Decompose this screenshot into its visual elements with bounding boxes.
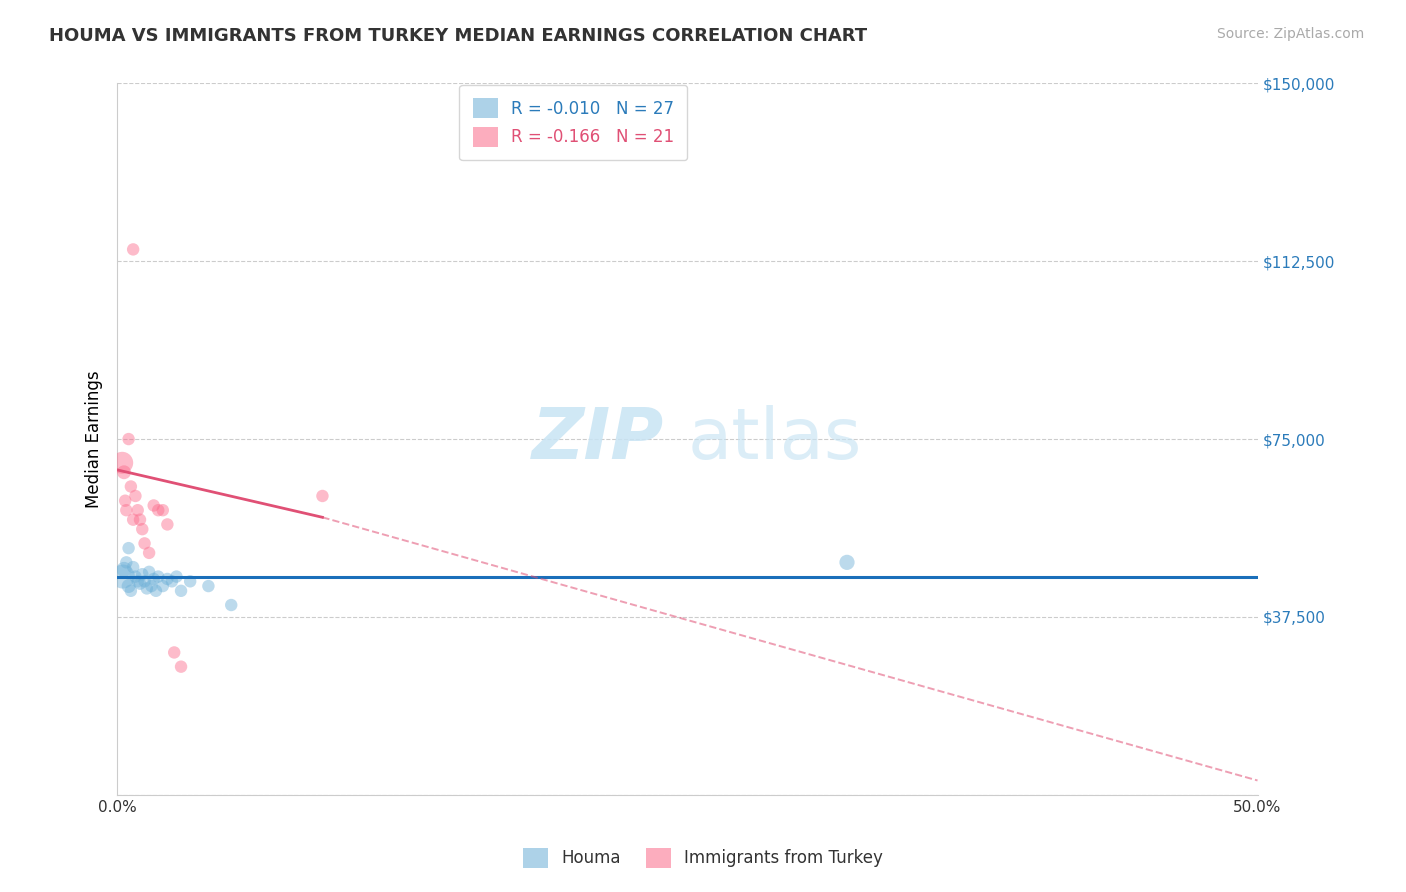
- Point: [311, 489, 333, 503]
- Point: [148, 569, 170, 583]
- Point: [163, 645, 186, 659]
- Point: [145, 583, 167, 598]
- Point: [138, 546, 160, 560]
- Point: [117, 579, 139, 593]
- Point: [114, 493, 136, 508]
- Point: [120, 479, 142, 493]
- Point: [134, 574, 156, 589]
- Point: [152, 503, 174, 517]
- Point: [112, 465, 135, 479]
- Point: [115, 555, 138, 569]
- Point: [142, 499, 165, 513]
- Point: [152, 579, 174, 593]
- Point: [122, 513, 145, 527]
- Point: [142, 572, 165, 586]
- Point: [170, 583, 193, 598]
- Point: [122, 243, 145, 257]
- Point: [112, 562, 135, 576]
- Point: [124, 489, 146, 503]
- Point: [156, 572, 179, 586]
- Point: [127, 503, 149, 517]
- Point: [141, 579, 163, 593]
- Point: [160, 574, 183, 589]
- Point: [115, 503, 138, 517]
- Text: HOUMA VS IMMIGRANTS FROM TURKEY MEDIAN EARNINGS CORRELATION CHART: HOUMA VS IMMIGRANTS FROM TURKEY MEDIAN E…: [49, 27, 868, 45]
- Point: [148, 503, 170, 517]
- Point: [835, 555, 858, 569]
- Point: [117, 432, 139, 446]
- Point: [219, 598, 242, 612]
- Point: [124, 569, 146, 583]
- Legend: Houma, Immigrants from Turkey: Houma, Immigrants from Turkey: [516, 841, 890, 875]
- Point: [170, 659, 193, 673]
- Point: [166, 569, 188, 583]
- Point: [131, 567, 153, 582]
- Point: [135, 582, 157, 596]
- Point: [122, 560, 145, 574]
- Text: Source: ZipAtlas.com: Source: ZipAtlas.com: [1216, 27, 1364, 41]
- Point: [129, 576, 152, 591]
- Point: [129, 513, 152, 527]
- Point: [120, 583, 142, 598]
- Point: [127, 574, 149, 589]
- Point: [111, 569, 134, 583]
- Text: ZIP: ZIP: [533, 405, 665, 474]
- Y-axis label: Median Earnings: Median Earnings: [86, 370, 103, 508]
- Text: atlas: atlas: [688, 405, 862, 474]
- Point: [111, 456, 134, 470]
- Point: [117, 541, 139, 555]
- Point: [134, 536, 156, 550]
- Point: [156, 517, 179, 532]
- Point: [197, 579, 219, 593]
- Point: [131, 522, 153, 536]
- Point: [138, 565, 160, 579]
- Legend: R = -0.010   N = 27, R = -0.166   N = 21: R = -0.010 N = 27, R = -0.166 N = 21: [460, 85, 688, 161]
- Point: [179, 574, 201, 589]
